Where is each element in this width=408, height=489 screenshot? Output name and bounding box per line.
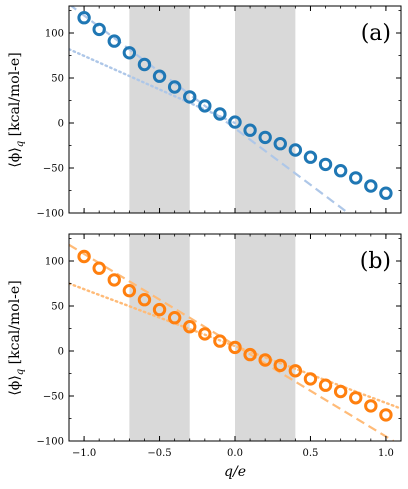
panel-a: 100 50 0 −50 −100 (a) ⟨ϕ⟩q [kcal/mol-e]: [7, 5, 402, 220]
data-point: [137, 293, 152, 307]
x-tick-label: −1.0: [72, 448, 96, 459]
shaded-region: [129, 234, 190, 441]
y-tick-label: 50: [51, 302, 64, 313]
x-axis-label: q/e: [224, 464, 246, 480]
data-point: [303, 372, 318, 386]
plot-area: [69, 6, 393, 213]
data-point: [333, 384, 348, 399]
y-tick-label: 0: [58, 347, 64, 358]
data-point: [198, 327, 212, 341]
data-point: [167, 80, 182, 94]
data-point: [92, 22, 106, 37]
data-point: [183, 320, 197, 334]
shaded-region: [129, 6, 190, 213]
data-point: [152, 69, 167, 83]
data-point: [349, 171, 363, 185]
data-point: [318, 157, 333, 172]
data-point: [77, 11, 91, 25]
y-tick-label: −50: [43, 164, 64, 175]
data-point: [152, 302, 167, 317]
data-point: [273, 137, 287, 151]
panel-label: (b): [360, 249, 391, 274]
data-point: [183, 90, 197, 104]
data-point: [318, 378, 333, 392]
data-point: [92, 261, 106, 275]
y-tick-label: −50: [43, 392, 64, 403]
data-point: [228, 340, 242, 355]
data-point: [243, 347, 257, 362]
plot-area: [69, 234, 401, 441]
data-point: [137, 57, 152, 72]
panel-label: (a): [361, 21, 391, 46]
x-tick-label: −0.5: [147, 448, 171, 459]
data-point: [364, 399, 378, 413]
data-point: [273, 358, 287, 373]
x-tick-label: 1.0: [378, 448, 394, 459]
y-axis-label: ⟨ϕ⟩q [kcal/mol-e]: [7, 280, 26, 395]
y-tick-label: 100: [45, 257, 64, 268]
data-point: [213, 334, 227, 348]
data-point: [107, 34, 121, 48]
data-point: [243, 123, 257, 137]
y-tick-label: 0: [58, 119, 64, 130]
y-tick-label: −100: [37, 209, 64, 220]
data-point: [303, 150, 318, 164]
data-point: [258, 130, 272, 145]
data-point: [333, 164, 348, 178]
x-tick-label: 0.0: [227, 448, 243, 459]
y-axis-label: ⟨ϕ⟩q [kcal/mol-e]: [7, 52, 26, 167]
data-point: [198, 99, 212, 113]
data-point: [364, 179, 378, 193]
data-point: [213, 107, 227, 121]
x-tick-label: 0.5: [303, 448, 319, 459]
data-point: [349, 391, 363, 405]
data-point: [122, 284, 137, 298]
shaded-region: [235, 6, 296, 213]
y-tick-label: 50: [51, 74, 64, 85]
data-point: [228, 115, 242, 129]
y-tick-label: 100: [45, 29, 64, 40]
data-point: [288, 364, 303, 378]
data-point: [107, 273, 121, 287]
y-tick-label: −100: [37, 437, 64, 448]
data-point: [258, 353, 272, 367]
shaded-region: [235, 234, 296, 441]
data-point: [122, 46, 137, 60]
data-point: [77, 249, 91, 264]
data-point: [379, 408, 393, 422]
data-point: [379, 186, 393, 200]
panel-b: −1.0 −0.5 0.0 0.5 1.0 100 50 0 −50 −100 (b) ⟨ϕ⟩q [k…: [7, 233, 402, 480]
data-point: [167, 311, 182, 325]
data-point: [288, 143, 303, 157]
